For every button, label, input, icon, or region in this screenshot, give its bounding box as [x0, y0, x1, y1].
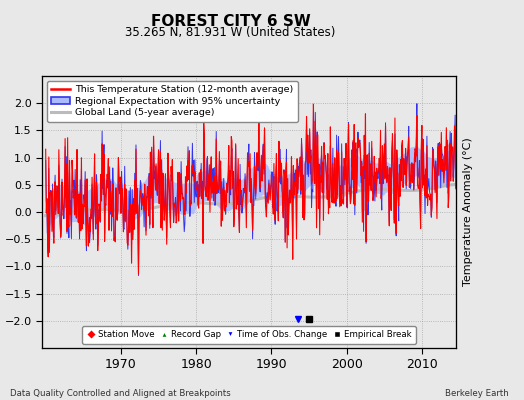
- Text: Berkeley Earth: Berkeley Earth: [444, 389, 508, 398]
- Legend: Station Move, Record Gap, Time of Obs. Change, Empirical Break: Station Move, Record Gap, Time of Obs. C…: [82, 326, 416, 344]
- Text: Data Quality Controlled and Aligned at Breakpoints: Data Quality Controlled and Aligned at B…: [10, 389, 231, 398]
- Text: FOREST CITY 6 SW: FOREST CITY 6 SW: [151, 14, 310, 29]
- Text: 35.265 N, 81.931 W (United States): 35.265 N, 81.931 W (United States): [125, 26, 336, 39]
- Y-axis label: Temperature Anomaly (°C): Temperature Anomaly (°C): [463, 138, 473, 286]
